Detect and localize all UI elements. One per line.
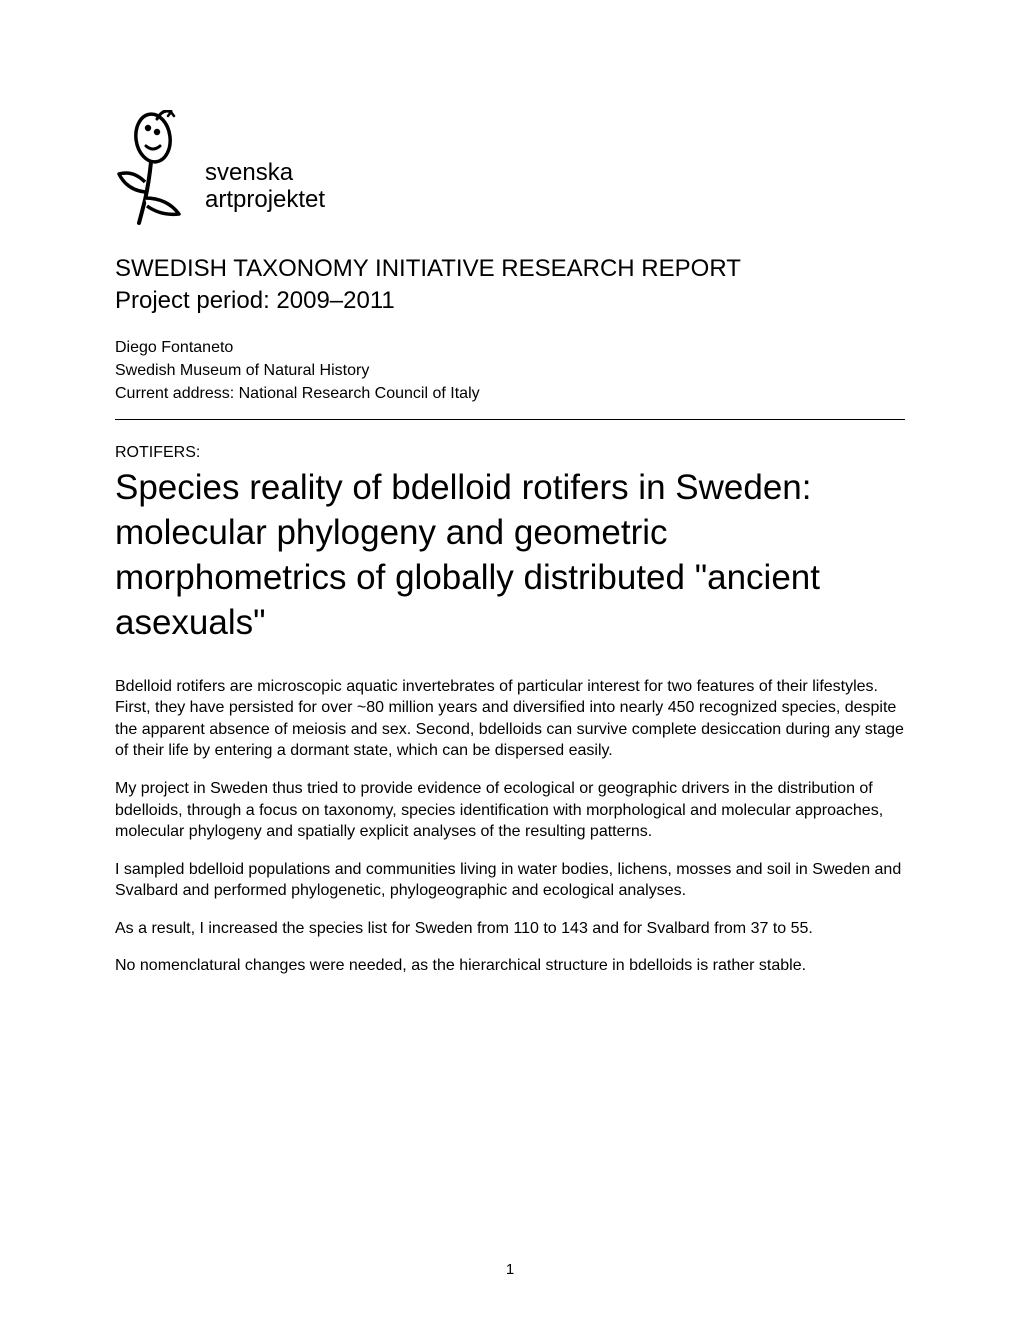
- divider: [115, 419, 905, 420]
- category-label: ROTIFERS:: [115, 444, 905, 462]
- document-page: svenska artprojektet SWEDISH TAXONOMY IN…: [0, 0, 1020, 1033]
- svenska-artprojektet-logo-icon: [115, 110, 197, 225]
- author-current-address: Current address: National Research Counc…: [115, 382, 905, 405]
- logo-line1: svenska: [205, 160, 325, 186]
- body-paragraph: I sampled bdelloid populations and commu…: [115, 859, 905, 902]
- author-block: Diego Fontaneto Swedish Museum of Natura…: [115, 336, 905, 406]
- author-name: Diego Fontaneto: [115, 336, 905, 359]
- body-paragraph: As a result, I increased the species lis…: [115, 918, 905, 940]
- body-paragraph: Bdelloid rotifers are microscopic aquati…: [115, 676, 905, 762]
- report-title: SWEDISH TAXONOMY INITIATIVE RESEARCH REP…: [115, 253, 905, 285]
- main-title: Species reality of bdelloid rotifers in …: [115, 466, 905, 645]
- logo-block: svenska artprojektet: [115, 110, 905, 225]
- body-paragraph: No nomenclatural changes were needed, as…: [115, 955, 905, 977]
- report-header: SWEDISH TAXONOMY INITIATIVE RESEARCH REP…: [115, 253, 905, 318]
- page-number: 1: [0, 1261, 1020, 1278]
- project-period: Project period: 2009–2011: [115, 285, 905, 317]
- logo-line2: artprojektet: [205, 187, 325, 213]
- logo-text: svenska artprojektet: [205, 160, 325, 225]
- author-institution: Swedish Museum of Natural History: [115, 359, 905, 382]
- body-paragraph: My project in Sweden thus tried to provi…: [115, 778, 905, 843]
